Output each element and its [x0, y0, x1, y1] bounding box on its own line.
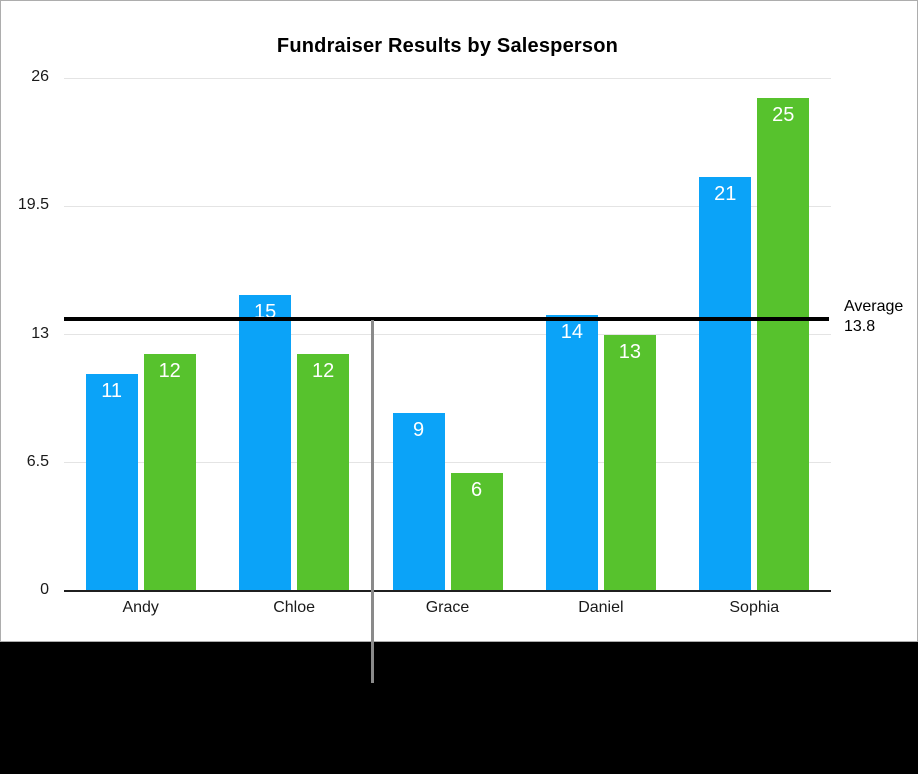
- bar-value-label: 6: [470, 478, 483, 501]
- bar-green-series: [297, 354, 350, 591]
- x-axis-category-label: Daniel: [578, 599, 624, 616]
- x-axis-line: [64, 590, 831, 592]
- chart-panel: Fundraiser Results by Salesperson 0 6.5 13…: [0, 0, 918, 642]
- bar-blue-series: [699, 176, 752, 591]
- bar-green-series: [450, 472, 503, 591]
- bar-value-label: 12: [158, 360, 181, 383]
- gridline: [64, 205, 831, 207]
- bar-blue-series: [392, 413, 445, 591]
- average-annotation-label: Average 13.8: [844, 297, 903, 337]
- average-annotation-value: 13.8: [844, 318, 876, 335]
- bar-value-label: 25: [772, 103, 795, 126]
- bar-value-label: 9: [412, 419, 425, 442]
- bar-value-label: 11: [101, 379, 123, 402]
- gridline: [64, 77, 831, 79]
- bar-green-series: [757, 97, 810, 591]
- bar-chart-plot: 0 6.5 13 19.5 26 11 12 Andy 15 12 Chloe 9 6 Grace 14 13…: [1, 1, 918, 643]
- y-axis-tick-label: 26: [31, 68, 49, 85]
- y-axis-tick-label: 0: [40, 581, 49, 598]
- gridline: [64, 334, 831, 335]
- bar-value-label: 14: [560, 320, 584, 343]
- y-axis-tick-label: 13: [31, 324, 49, 342]
- x-axis-category-label: Grace: [425, 599, 470, 616]
- bar-blue-series: [85, 373, 138, 591]
- chart-title: Fundraiser Results by Salesperson: [276, 35, 619, 57]
- vertical-guide-line: [371, 320, 374, 683]
- bar-value-label: 12: [311, 360, 335, 383]
- gridline: [64, 462, 831, 464]
- bar-green-series: [143, 354, 196, 591]
- bar-green-series: [603, 334, 656, 591]
- bar-blue-series: [545, 314, 598, 591]
- average-annotation-title: Average: [844, 298, 904, 315]
- x-axis-category-label: Chloe: [273, 599, 315, 616]
- y-axis-tick-label: 6.5: [26, 452, 49, 470]
- bar-blue-series: [239, 295, 292, 591]
- x-axis-category-label: Sophia: [729, 599, 780, 616]
- bar-value-label: 13: [618, 340, 642, 363]
- average-reference-line: [64, 316, 829, 321]
- y-axis-tick-label: 19.5: [17, 196, 49, 214]
- x-axis-category-label: Andy: [122, 599, 159, 616]
- bar-value-label: 21: [714, 182, 737, 205]
